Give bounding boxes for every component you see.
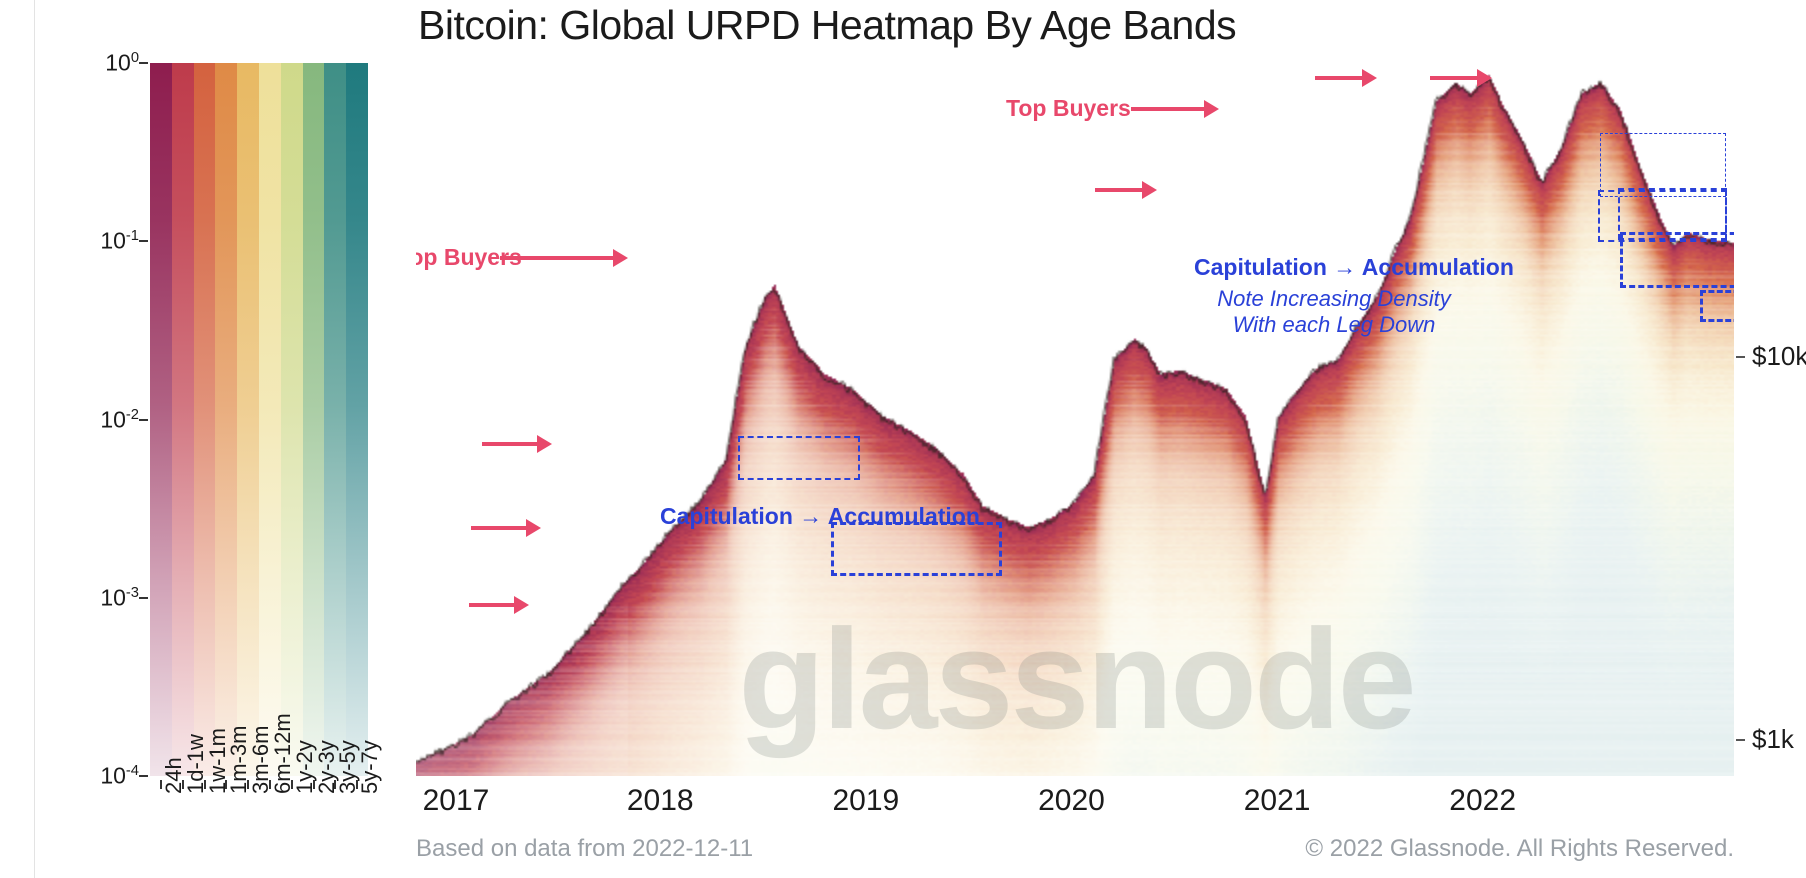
colorbar-band-1y-2y [280, 63, 303, 776]
x-axis-year-2021: 2021 [1243, 784, 1311, 817]
price-tick-mark-1 [1736, 739, 1745, 742]
colorbar-band-1w-1m [193, 63, 216, 776]
colorbar-ageband-tick [247, 780, 250, 789]
colorbar-tick-mark-2 [139, 418, 148, 421]
x-axis-year-2020: 2020 [1038, 784, 1105, 817]
colorbar-tick-mark-3 [139, 596, 148, 599]
colorbar-ageband-tick [225, 780, 228, 789]
colorbar-band-1m-3m [215, 63, 238, 776]
colorbar-tick-label-2: 10-2 [100, 406, 139, 432]
colorbar-band-2y-3y [302, 63, 325, 776]
price-tick-mark-0 [1736, 355, 1745, 358]
footer-copyright: © 2022 Glassnode. All Rights Reserved. [1305, 835, 1734, 862]
colorbar-band-3m-6m [237, 63, 259, 776]
colorbar-band-6m-12m [258, 63, 281, 776]
colorbar-ageband-label: 5y-7y [357, 740, 383, 794]
colorbar-tick-mark-1 [139, 240, 148, 243]
x-axis-year-2019: 2019 [832, 784, 900, 817]
x-axis-year-2018: 2018 [626, 784, 694, 817]
colorbar-ageband-tick [268, 780, 271, 789]
colorbar-tick-label-0: 100 [105, 49, 139, 76]
colorbar-tick-label-3: 10-3 [100, 584, 139, 611]
colorbar-tick-mark-4 [139, 775, 148, 777]
footer-source: Based on data from 2022-12-11 [416, 835, 754, 862]
left-divider [34, 0, 35, 878]
colorbar-ageband-tick [203, 780, 206, 789]
colorbar-tick-mark-0 [139, 62, 148, 64]
colorbar-ageband-tick [356, 780, 359, 789]
colorbar-tick-label-1: 10-1 [100, 227, 139, 254]
x-axis-year-2017: 2017 [422, 784, 490, 817]
colorbar-ageband-tick [159, 780, 162, 789]
price-tick-label-1: $1k [1752, 724, 1794, 755]
colorbar-ageband-tick [290, 780, 293, 789]
colorbar-ageband-tick [181, 780, 184, 789]
colorbar-band-24h [150, 63, 172, 776]
colorbar-band-5y-7y [346, 63, 368, 776]
colorbar-tick-label-4: 10-4 [100, 762, 139, 789]
price-tick-label-0: $10k [1752, 340, 1806, 371]
heatmap-canvas [416, 63, 1734, 776]
colorbar-ageband-tick [312, 780, 315, 789]
colorbar-band-3y-5y [324, 63, 347, 776]
page-title: Bitcoin: Global URPD Heatmap By Age Band… [418, 2, 1237, 48]
heatmap-canvas-wrap [416, 63, 1734, 776]
x-axis-year-2022: 2022 [1449, 784, 1517, 817]
colorbar-gradient [150, 63, 368, 776]
colorbar-band-1d-1w [171, 63, 194, 776]
colorbar-ageband-tick [334, 780, 337, 789]
